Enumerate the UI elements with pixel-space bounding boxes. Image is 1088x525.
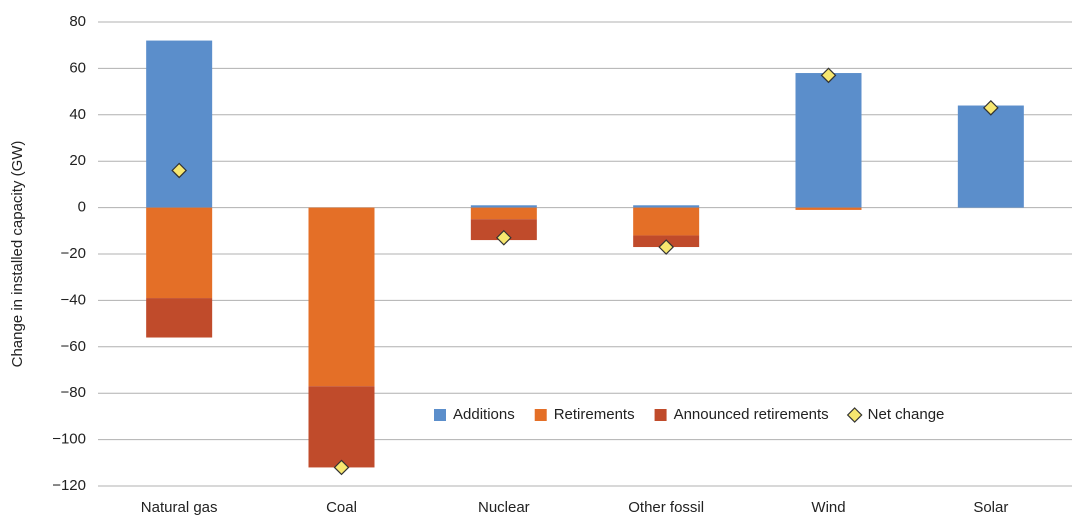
legend-label: Additions	[453, 406, 515, 423]
y-tick-label: −120	[52, 477, 86, 494]
bar-segment	[633, 205, 700, 208]
net-change-marker	[333, 459, 350, 476]
legend-label: Retirements	[554, 406, 635, 423]
legend-label: Announced retirements	[674, 406, 829, 423]
x-tick-label: Nuclear	[478, 499, 530, 516]
y-tick-label: −80	[61, 384, 86, 401]
bar-segment	[957, 105, 1024, 208]
net-change-marker	[495, 229, 512, 246]
legend-label: Net change	[868, 406, 945, 423]
bar-segment	[308, 386, 375, 468]
y-tick-label: 40	[69, 106, 86, 123]
legend-swatch	[534, 409, 547, 421]
legend-swatch	[434, 409, 446, 421]
bar-segment	[146, 207, 213, 299]
y-tick-label: 80	[69, 13, 86, 30]
x-tick-label: Coal	[326, 499, 357, 516]
legend-swatch	[654, 409, 667, 421]
x-tick-label: Wind	[811, 499, 845, 516]
bar-segment	[308, 207, 375, 387]
net-change-marker	[982, 99, 999, 116]
net-change-marker	[171, 162, 188, 179]
bar-segment	[795, 73, 862, 208]
bar-segment	[633, 207, 700, 236]
legend-marker	[846, 407, 863, 423]
y-tick-label: −60	[61, 338, 86, 355]
y-tick-label: 0	[78, 199, 86, 216]
bar-segment	[470, 205, 537, 208]
net-change-marker	[658, 239, 675, 255]
y-tick-label: 60	[69, 59, 86, 76]
y-axis-label: Change in installed capacity (GW)	[9, 141, 26, 368]
bar-segment	[470, 219, 537, 241]
legend-box	[420, 401, 1070, 429]
y-tick-label: −20	[61, 245, 86, 262]
bar-segment	[795, 207, 862, 210]
bar-segment	[470, 207, 537, 220]
x-tick-label: Other fossil	[628, 499, 704, 516]
net-change-marker	[820, 67, 837, 84]
y-tick-label: 20	[69, 152, 86, 169]
bar-segment	[146, 298, 213, 338]
y-tick-label: −40	[61, 291, 86, 308]
x-tick-label: Solar	[973, 499, 1008, 516]
x-tick-label: Natural gas	[141, 499, 218, 516]
y-tick-label: −100	[52, 431, 86, 448]
bar-segment	[146, 40, 213, 208]
